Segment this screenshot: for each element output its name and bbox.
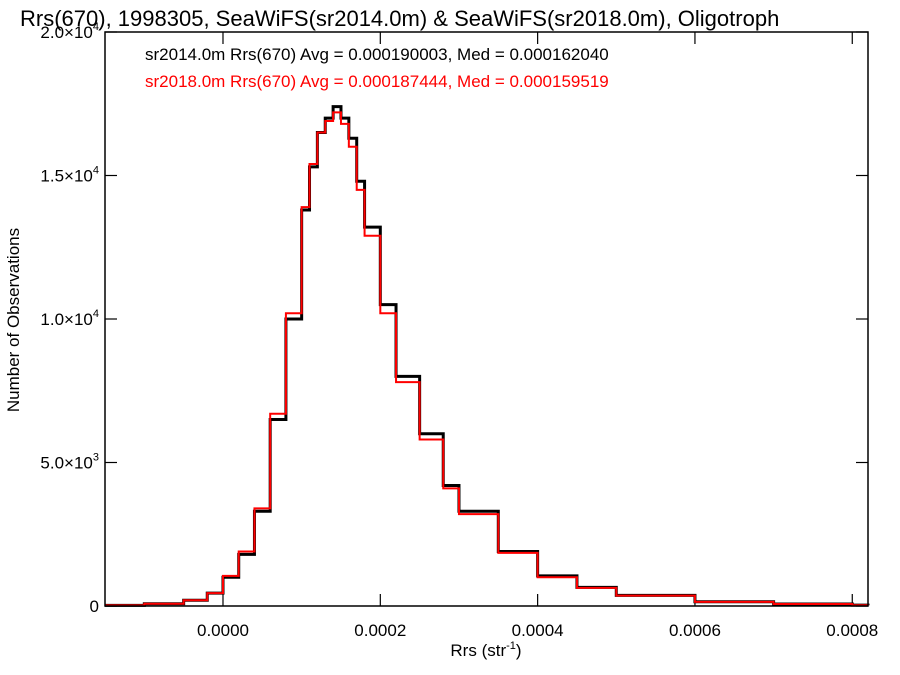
- x-tick-label: 0.0000: [197, 621, 249, 640]
- stats-annotation-2: sr2018.0m Rrs(670) Avg = 0.000187444, Me…: [145, 72, 609, 91]
- y-tick-label-exponent: 4: [93, 165, 99, 177]
- x-tick-label: 0.0006: [669, 621, 721, 640]
- y-tick-label-exponent: 4: [93, 308, 99, 320]
- x-axis-label: Rrs (str-1): [450, 640, 521, 660]
- y-tick-label-text: 2.0×10: [40, 23, 92, 42]
- series-line-sr2014-0m: [105, 105, 870, 607]
- y-tick-label: 5.0×103: [40, 452, 99, 473]
- x-tick-label: 0.0008: [826, 621, 878, 640]
- series-layer: [105, 105, 870, 607]
- axis-ticks: 0.0000 0.0002 0.0004 0.0006 0.0008 0 5.0×103 1.…: [40, 21, 878, 640]
- annotations: sr2014.0m Rrs(670) Avg = 0.000190003, Me…: [145, 45, 609, 91]
- chart-title: Rrs(670), 1998305, SeaWiFS(sr2014.0m) & …: [20, 6, 779, 31]
- y-tick-label: 1.5×104: [40, 165, 99, 186]
- plot-frame: [104, 31, 869, 607]
- x-axis-label-close: ): [516, 641, 522, 660]
- series-line-sr2018-0m: [105, 111, 869, 607]
- x-tick-label: 0.0004: [512, 621, 564, 640]
- x-axis-label-superscript: -1: [506, 640, 516, 652]
- y-tick-label-text: 0: [90, 597, 99, 616]
- x-tick-label: 0.0002: [354, 621, 406, 640]
- y-axis-label: Number of Observations: [4, 228, 23, 412]
- x-axis-label-text: Rrs (str: [450, 641, 506, 660]
- y-tick-label: 0: [90, 597, 99, 616]
- y-tick-label-exponent: 3: [93, 452, 99, 464]
- y-tick-label: 2.0×104: [40, 21, 99, 42]
- y-tick-label-text: 1.5×10: [40, 167, 92, 186]
- y-tick-label-text: 1.0×10: [40, 310, 92, 329]
- stats-annotation-1: sr2014.0m Rrs(670) Avg = 0.000190003, Me…: [145, 45, 609, 64]
- y-tick-label: 1.0×104: [40, 308, 99, 329]
- y-tick-label-exponent: 4: [93, 21, 99, 33]
- y-tick-label-text: 5.0×10: [40, 454, 92, 473]
